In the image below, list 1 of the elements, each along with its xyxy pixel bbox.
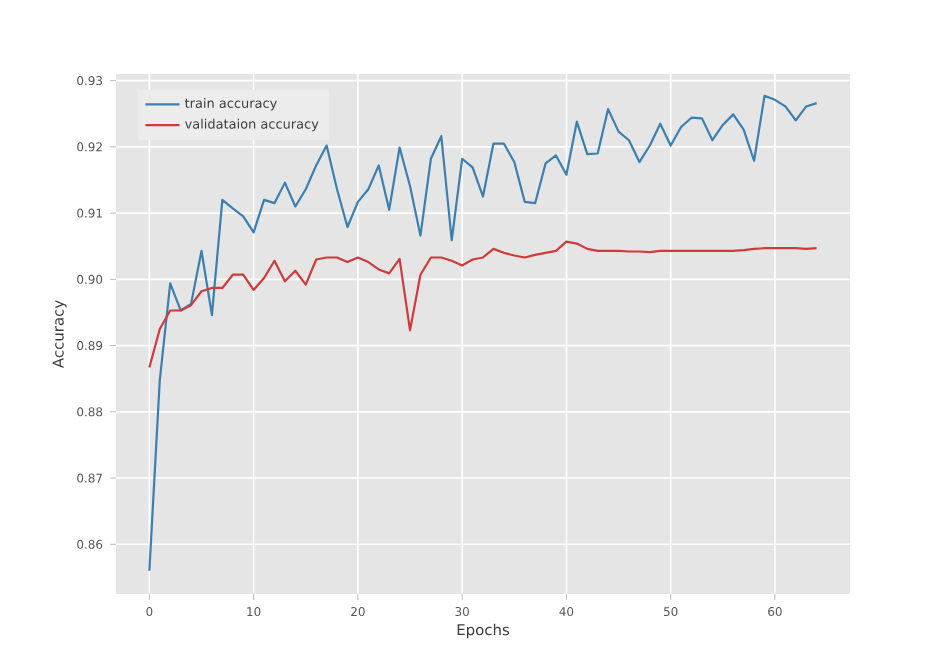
- line-series: [148, 94, 818, 572]
